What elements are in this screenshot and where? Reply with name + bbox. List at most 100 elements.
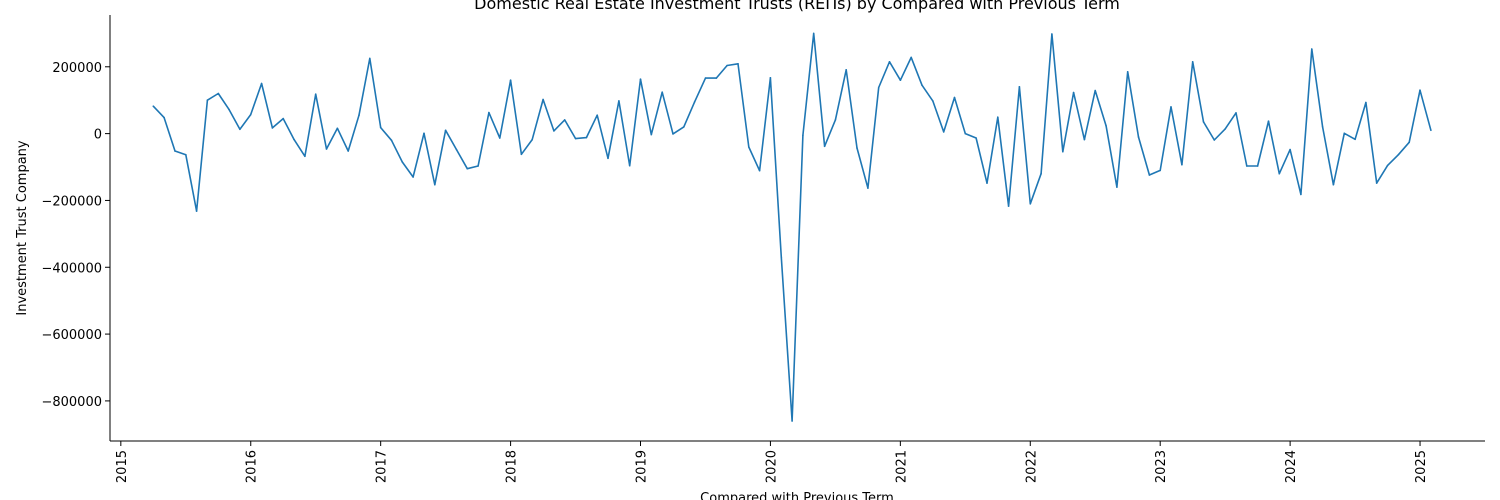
- data-point: [1354, 138, 1356, 141]
- data-point: [1116, 186, 1118, 188]
- data-point: [823, 145, 826, 148]
- data-point: [1278, 172, 1281, 175]
- data-point: [1224, 128, 1226, 130]
- data-point: [282, 117, 285, 120]
- data-point: [1170, 106, 1172, 108]
- data-point: [607, 157, 609, 160]
- data-point: [1126, 71, 1129, 73]
- data-point: [293, 138, 295, 141]
- data-point: [239, 128, 241, 131]
- data-point: [1235, 112, 1237, 114]
- data-point: [1332, 183, 1335, 186]
- data-point: [618, 100, 620, 102]
- data-point: [358, 114, 360, 116]
- data-point: [791, 420, 793, 422]
- data-point: [434, 183, 436, 186]
- data-point: [1267, 120, 1270, 122]
- data-point: [206, 99, 209, 101]
- data-point: [1083, 138, 1086, 141]
- data-point: [877, 86, 880, 89]
- y-axis-title: Investment Trust Company: [15, 140, 30, 316]
- data-point: [217, 92, 220, 95]
- x-tick-label: 2016: [245, 450, 260, 483]
- chart-title: Domestic Real Estate Investment Trusts (…: [474, 0, 1120, 13]
- data-point: [921, 84, 923, 86]
- data-point: [1343, 132, 1346, 135]
- x-axis-title: Compared with Previous Term: [700, 491, 894, 500]
- data-point: [401, 161, 404, 163]
- data-point: [704, 77, 707, 79]
- data-point: [1094, 89, 1096, 92]
- data-point: [152, 105, 155, 107]
- data-point: [737, 63, 739, 65]
- data-point: [163, 116, 165, 119]
- data-point: [1062, 150, 1064, 153]
- data-point: [574, 137, 577, 140]
- data-point: [997, 116, 999, 118]
- data-point: [888, 61, 891, 63]
- data-point: [325, 148, 328, 150]
- data-point: [1040, 172, 1042, 175]
- data-point: [542, 98, 544, 101]
- x-tick-label: 2021: [894, 450, 909, 483]
- y-tick-label: −800000: [41, 395, 102, 410]
- y-tick-label: −400000: [41, 261, 102, 276]
- data-point: [314, 93, 317, 95]
- data-point: [1029, 203, 1032, 205]
- data-point: [1137, 136, 1140, 138]
- data-point: [596, 114, 598, 116]
- data-point: [964, 132, 967, 135]
- data-point: [228, 108, 230, 111]
- x-tick-label: 2018: [505, 450, 520, 483]
- data-point: [1051, 33, 1053, 35]
- data-point: [1397, 153, 1400, 156]
- data-point: [845, 69, 847, 71]
- data-point: [639, 78, 642, 80]
- data-point: [260, 82, 263, 85]
- data-point: [1213, 139, 1216, 141]
- data-point: [910, 56, 912, 59]
- series-points: [152, 32, 1432, 422]
- data-point: [1321, 126, 1324, 128]
- data-point: [726, 64, 728, 67]
- data-point: [1181, 163, 1183, 166]
- data-point: [1072, 91, 1075, 94]
- data-point: [628, 164, 631, 167]
- data-point: [1191, 61, 1194, 63]
- data-point: [748, 146, 750, 148]
- x-tick-label: 2024: [1284, 450, 1299, 483]
- data-point: [336, 127, 339, 130]
- data-point: [477, 165, 479, 167]
- y-tick-label: 0: [94, 128, 102, 143]
- data-point: [1148, 174, 1151, 176]
- data-point: [1018, 86, 1021, 88]
- data-point: [1365, 101, 1367, 104]
- data-point: [509, 79, 512, 81]
- y-axis-ticks: −800000 −600000 −400000 −200000 0 200000: [41, 61, 110, 410]
- x-axis-ticks: 2015 2016 2017 2018 2019 2020 2021 2022 2023 2024…: [115, 441, 1429, 483]
- data-point: [986, 182, 988, 184]
- x-tick-label: 2022: [1024, 450, 1039, 483]
- x-tick-label: 2015: [115, 450, 130, 483]
- data-point: [369, 57, 371, 60]
- data-point: [780, 256, 783, 259]
- data-point: [174, 150, 176, 152]
- data-point: [1246, 165, 1248, 167]
- data-point: [1159, 169, 1161, 172]
- data-point: [304, 155, 306, 158]
- data-point: [856, 147, 858, 149]
- data-point: [650, 133, 653, 136]
- data-point: [444, 129, 447, 132]
- data-point: [585, 136, 588, 139]
- data-point: [1105, 125, 1107, 127]
- data-point: [758, 169, 761, 172]
- data-point: [1311, 48, 1313, 50]
- data-point: [1419, 89, 1421, 91]
- data-point: [1300, 193, 1302, 196]
- data-point: [942, 131, 945, 133]
- y-tick-label: −200000: [41, 194, 102, 209]
- data-point: [1256, 165, 1259, 167]
- data-point: [683, 126, 685, 128]
- data-point: [466, 167, 469, 170]
- data-point: [932, 100, 934, 102]
